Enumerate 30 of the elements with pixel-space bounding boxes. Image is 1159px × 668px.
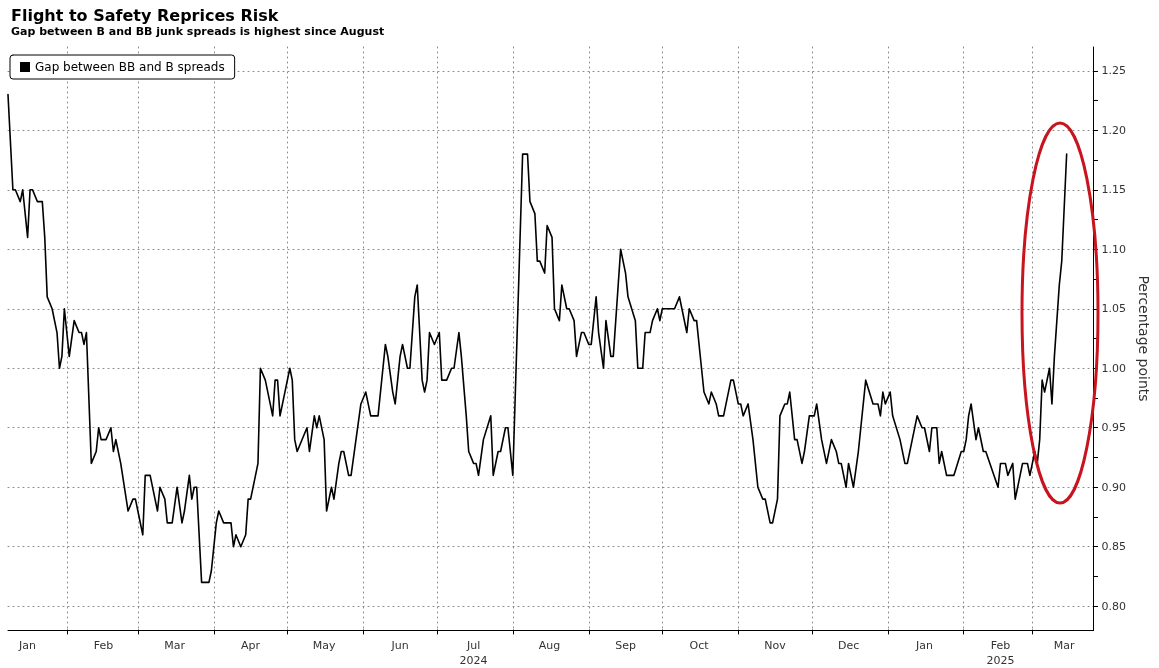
x-tick-label: Nov [764,639,787,652]
y-tick-label: 1.20 [1101,123,1127,137]
y-tick-label: 0.80 [1101,599,1127,613]
x-tick-label: Mar [164,639,186,652]
x-tick-label: Dec [837,639,860,652]
y-axis-title: Percentage points [1136,275,1152,402]
y-tick-label: 0.85 [1101,540,1127,554]
x-tick-label: Jan [18,639,37,652]
chart-subtitle: Gap between B and BB junk spreads is highest since August [11,25,385,38]
x-tick-label: May [312,639,336,652]
chart-title: Flight to Safety Reprices Risk [11,5,279,25]
x-tick-label: Jan [915,639,934,652]
x-tick-label: Sep [615,639,636,652]
x-tick-label: Oct [689,639,710,652]
x-tick-label: Jun [390,639,409,652]
y-tick-label: 0.95 [1101,421,1127,435]
x-tick-label: Feb [93,639,114,652]
x-tick-label: Aug [538,639,561,652]
y-tick-label: 0.90 [1101,480,1127,494]
x-tick-label: Feb 2025 [986,639,1015,667]
y-tick-label: 1.25 [1101,64,1127,78]
x-tick-label: Apr [241,639,261,652]
y-tick-label: 1.05 [1101,302,1127,316]
x-tick-label: Jul 2024 [459,639,488,667]
legend-label: Gap between BB and B spreads [35,60,225,74]
line-series [7,93,1068,584]
y-tick-label: 1.10 [1101,242,1127,256]
y-tick-label: 1.15 [1101,183,1127,197]
y-tick-label: 1.00 [1101,361,1127,375]
x-tick-label: Mar [1053,639,1076,652]
